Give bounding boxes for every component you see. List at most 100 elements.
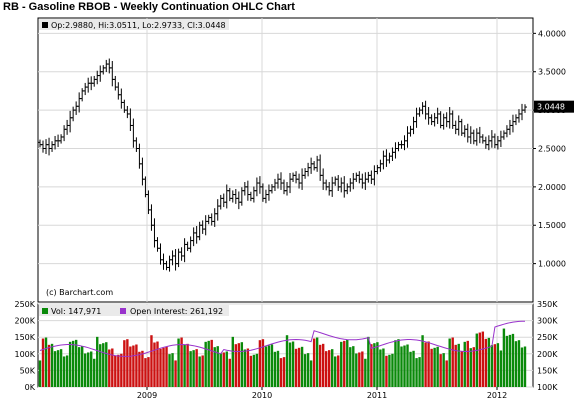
oi-legend-swatch xyxy=(120,308,126,314)
volume-bar xyxy=(472,347,475,387)
oi-tick-label: 150K xyxy=(537,366,558,375)
volume-bar xyxy=(138,351,141,387)
volume-bar xyxy=(123,340,126,387)
volume-bar xyxy=(234,344,238,387)
volume-bar xyxy=(309,360,313,387)
volume-bar xyxy=(517,340,521,387)
volume-bar xyxy=(457,343,460,387)
volume-bar xyxy=(487,337,491,387)
volume-bar xyxy=(502,328,506,387)
volume-bar xyxy=(355,353,358,387)
volume-bar xyxy=(496,343,500,387)
price-legend-swatch xyxy=(42,22,48,28)
volume-bar xyxy=(204,341,207,387)
x-axis: 2009 2010 2011 2012 xyxy=(137,387,507,400)
volume-bar xyxy=(192,350,195,387)
volume-bar xyxy=(258,340,262,387)
volume-bar xyxy=(460,351,463,387)
volume-bar xyxy=(153,342,156,387)
volume-legend-text: Vol: 147,971 xyxy=(51,307,101,316)
oi-tick-label: 200K xyxy=(537,350,558,359)
volume-bar xyxy=(273,351,277,387)
volume-bar xyxy=(86,352,90,387)
volume-tick-label: 200K xyxy=(14,317,35,326)
volume-bar xyxy=(427,341,430,387)
volume-bar xyxy=(364,358,367,387)
volume-bar xyxy=(508,334,512,387)
volume-bar xyxy=(315,337,319,387)
volume-bar xyxy=(385,355,388,387)
volume-bar xyxy=(177,338,180,387)
volume-bar xyxy=(213,347,216,387)
volume-bar xyxy=(318,344,322,387)
volume-bar xyxy=(240,342,244,387)
volume-bar xyxy=(56,350,60,387)
volume-bar xyxy=(514,341,518,387)
volume-bar xyxy=(331,349,334,387)
volume-bar xyxy=(445,360,448,387)
price-tick-label: 1.0000 xyxy=(538,260,566,269)
price-frame xyxy=(37,17,534,303)
volume-bar xyxy=(65,355,69,387)
volume-bar xyxy=(415,358,418,387)
volume-bar xyxy=(183,344,186,387)
volume-bar xyxy=(62,356,66,387)
volume-bar xyxy=(481,331,485,387)
volume-bar xyxy=(83,353,87,387)
volume-bar xyxy=(352,346,355,387)
volume-bar xyxy=(424,342,427,387)
volume-bar xyxy=(267,345,271,387)
volume-bar xyxy=(159,348,162,387)
last-price-label: 3.0448 xyxy=(537,103,565,112)
price-tick-label: 2.0000 xyxy=(538,183,566,192)
volume-bar xyxy=(406,344,409,387)
volume-bar xyxy=(306,353,310,387)
volume-bar xyxy=(409,351,412,387)
volume-bar xyxy=(174,360,177,387)
open-interest-line xyxy=(39,320,525,357)
volume-bar xyxy=(493,344,497,387)
volume-bar xyxy=(391,353,394,387)
volume-bar xyxy=(50,343,54,387)
volume-bar xyxy=(478,332,482,387)
volume-legend-swatch xyxy=(42,308,48,314)
volume-bar xyxy=(403,345,406,387)
volume-bar xyxy=(264,346,268,387)
volume-bar xyxy=(400,346,403,387)
volume-bar xyxy=(397,339,400,387)
volume-bar xyxy=(120,353,123,387)
volume-bar xyxy=(463,341,466,387)
volume-bar xyxy=(141,350,144,387)
price-tick-label: 3.5000 xyxy=(538,68,566,77)
volume-bar xyxy=(358,352,361,387)
volume-bar xyxy=(337,355,340,387)
price-legend-text: Op:2.9880, Hi:3.0511, Lo:2.9733, Cl:3.04… xyxy=(51,21,226,30)
volume-bar xyxy=(523,346,527,387)
volume-bar xyxy=(324,351,328,387)
volume-bar xyxy=(340,341,343,387)
volume-bar xyxy=(505,335,509,387)
volume-bar xyxy=(162,347,165,387)
volume-bar xyxy=(388,354,391,387)
oi-legend-text: Open Interest: 261,192 xyxy=(130,307,223,316)
volume-tick-label: 150K xyxy=(14,333,35,342)
volume-bar xyxy=(373,343,376,387)
volume-bar xyxy=(255,353,259,387)
volume-bar xyxy=(168,354,171,387)
volume-bar xyxy=(102,343,105,387)
price-tick-label: 4.0000 xyxy=(538,29,566,38)
volume-bar xyxy=(59,349,63,387)
volume-bar xyxy=(430,348,433,387)
volume-bar xyxy=(490,345,494,387)
volume-bar xyxy=(53,351,57,387)
volume-bar xyxy=(349,347,352,387)
volume-bar xyxy=(108,349,111,387)
volume-bar xyxy=(484,338,488,387)
volume-bar xyxy=(475,333,479,387)
oi-tick-label: 350K xyxy=(537,300,558,309)
volume-bar xyxy=(186,343,189,387)
volume-bar xyxy=(105,342,108,387)
oi-tick-label: 100K xyxy=(537,383,558,392)
volume-bar xyxy=(418,357,421,387)
volume-bar xyxy=(165,346,168,387)
